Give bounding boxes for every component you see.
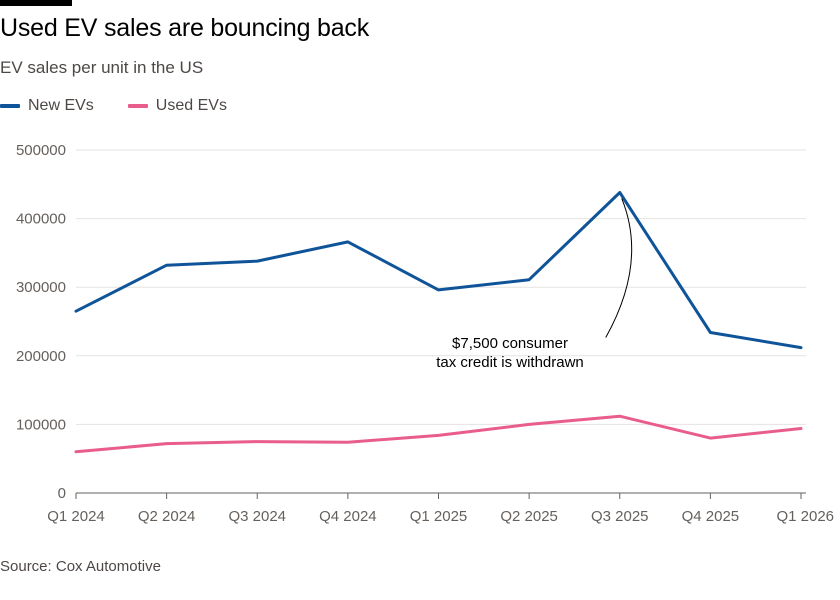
x-tick-label: Q4 2025 (682, 508, 740, 525)
annotation-leader-line (605, 198, 633, 338)
x-tick-label: Q2 2024 (138, 508, 196, 525)
series-line-used-evs (74, 414, 803, 454)
legend-item-used-evs: Used EVs (127, 97, 227, 115)
x-tick-label: Q1 2024 (47, 508, 105, 525)
x-axis-ticks: Q1 2024 Q2 2024 Q3 2024 Q4 2024 Q1 2025 Q2 20… (47, 493, 834, 525)
legend-swatch-new-evs (0, 104, 20, 108)
y-tick-label: 300000 (16, 279, 66, 296)
y-tick-label: 500000 (16, 142, 66, 159)
y-tick-label: 0 (58, 485, 66, 502)
chart-subtitle: EV sales per unit in the US (0, 58, 204, 77)
chart-title: Used EV sales are bouncing back (0, 14, 370, 42)
chart-legend: New EVs Used EVs (0, 95, 261, 117)
source-note: Source: Cox Automotive (0, 558, 161, 575)
legend-label-used-evs: Used EVs (155, 97, 227, 114)
x-tick-label: Q2 2025 (500, 508, 558, 525)
x-tick-label: Q4 2024 (319, 508, 377, 525)
x-tick-label: Q3 2025 (591, 508, 649, 525)
gridlines (76, 149, 806, 494)
x-tick-label: Q1 2026 (776, 508, 834, 525)
legend-item-new-evs: New EVs (0, 97, 94, 115)
annotation-text-line: $7,500 consumer (452, 335, 568, 352)
annotations: $7,500 consumer tax credit is withdrawn (436, 198, 633, 371)
x-tick-label: Q3 2024 (228, 508, 286, 525)
series-line-new-evs (74, 191, 803, 350)
x-tick-label: Q1 2025 (410, 508, 468, 525)
y-tick-label: 200000 (16, 348, 66, 365)
legend-label-new-evs: New EVs (28, 97, 94, 114)
y-tick-label: 400000 (16, 211, 66, 228)
series-lines (74, 191, 803, 454)
brand-bar (0, 0, 72, 6)
y-axis-ticks: 0 100000 200000 300000 400000 500000 (16, 142, 66, 502)
legend-swatch-used-evs (127, 104, 148, 108)
y-tick-label: 100000 (16, 416, 66, 433)
annotation-text-line: tax credit is withdrawn (436, 354, 584, 371)
